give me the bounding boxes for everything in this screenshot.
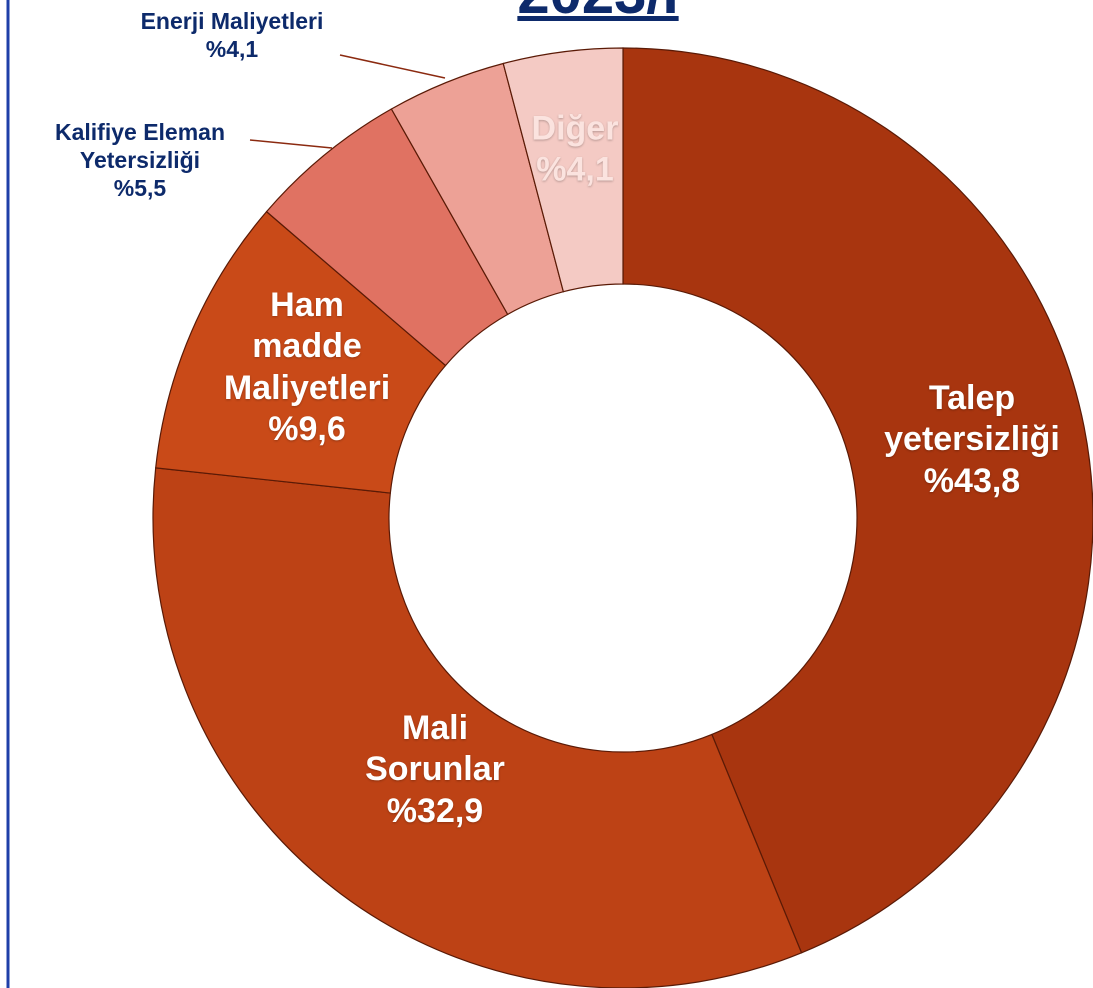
category-label: Mali Sorunlar bbox=[365, 708, 505, 789]
value-label: %9,6 bbox=[268, 410, 346, 449]
chart-title: 2023/I bbox=[517, 0, 678, 27]
donut-slice bbox=[502, 47, 624, 293]
category-label: Kalifiye Eleman Yetersizliği bbox=[54, 118, 226, 173]
slice-label: Diğer %4,1 bbox=[515, 109, 635, 192]
leader-line bbox=[339, 54, 446, 79]
category-label: Talep yetersizliği bbox=[884, 378, 1060, 459]
value-label: %4,1 bbox=[205, 36, 259, 62]
category-label: Ham madde Maliyetleri bbox=[223, 286, 391, 407]
slice-label: Talep yetersizliği %43,8 bbox=[857, 378, 1087, 502]
slice-label: Mali Sorunlar %32,9 bbox=[335, 708, 535, 832]
slice-label: Ham madde Maliyetleri %9,6 bbox=[212, 285, 402, 451]
donut-slice bbox=[622, 47, 1093, 954]
category-label: Enerji Maliyetleri bbox=[140, 7, 324, 34]
value-label: %43,8 bbox=[923, 461, 1021, 500]
slice-label: Kalifiye Eleman Yetersizliği %5,5 bbox=[15, 118, 265, 202]
slice-label: Enerji Maliyetleri %4,1 bbox=[117, 7, 347, 63]
leader-line bbox=[249, 139, 333, 149]
donut-slice bbox=[152, 467, 803, 988]
value-label: %4,1 bbox=[536, 151, 614, 189]
value-label: %32,9 bbox=[386, 791, 484, 830]
value-label: %5,5 bbox=[113, 175, 167, 202]
category-label: Diğer bbox=[531, 109, 619, 148]
